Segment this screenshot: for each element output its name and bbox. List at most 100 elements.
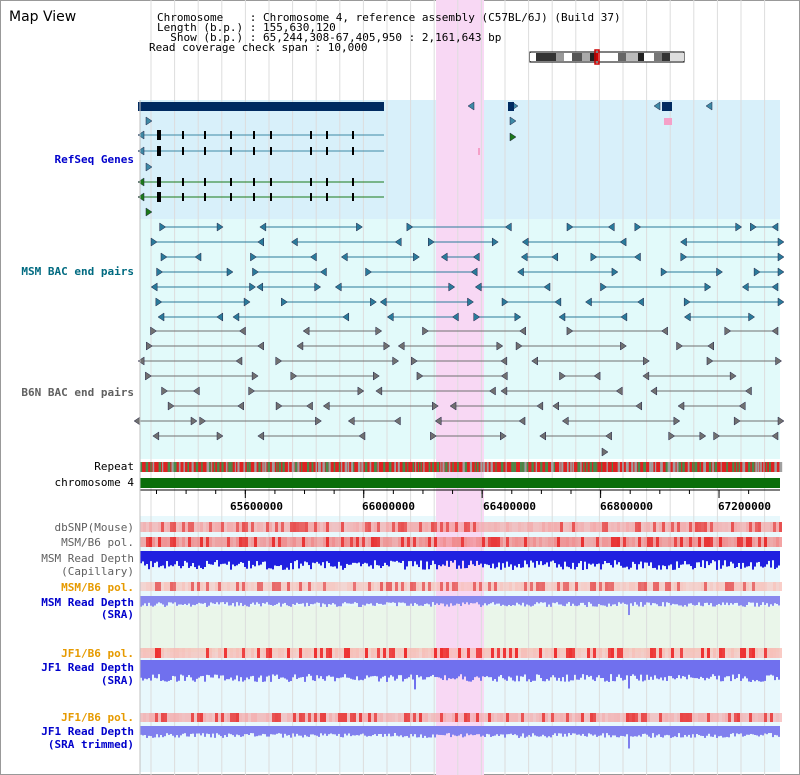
msm-sra-depth-bar (742, 596, 744, 607)
repeat-element (206, 462, 210, 472)
jf1-trimmed-depth-bar (612, 726, 614, 736)
msm-sra-depth-bar (256, 596, 258, 603)
jf1-b6-pol-heat-cell (272, 713, 275, 722)
jf1-trimmed-depth-bar (306, 726, 308, 737)
jf1-sra-depth-bar (664, 660, 666, 678)
track-label-b6n-bac[interactable]: B6N BAC end pairs (21, 386, 134, 399)
msm-bac-pair-end (281, 297, 288, 307)
msm-sra-depth-bar (370, 596, 372, 604)
jf1-sra-depth-bar (360, 660, 362, 680)
jf1-sra-depth-bar (154, 660, 156, 678)
jf1-sra-depth-bar (176, 660, 178, 682)
jf1-sra-depth-bar (490, 660, 492, 678)
jf1-sra-depth-bar (448, 660, 450, 679)
dbsnp-heat-cell (749, 522, 752, 532)
msm-b6-pol-heat-cell (737, 537, 740, 547)
jf1-trimmed-depth-bar (600, 726, 602, 736)
jf1-b6-pol-heat-cell (317, 648, 320, 658)
msm-b6-pol-heat-cell (335, 582, 338, 591)
msm-b6-pol-heat-cell (248, 537, 251, 547)
jf1-sra-depth-bar (450, 660, 452, 679)
jf1-b6-pol-heat-cell (377, 648, 380, 658)
jf1-b6-pol-heat-cell (545, 713, 548, 722)
jf1-b6-pol-heat-cell (341, 713, 344, 722)
msm-b6-pol-heat-cell (671, 537, 674, 547)
jf1-trimmed-depth-bar (478, 726, 480, 735)
msm-capillary-depth-bar (406, 551, 408, 567)
msm-b6-pol-heat-cell (440, 537, 443, 547)
jf1-trimmed-depth-bar (334, 726, 336, 735)
jf1-trimmed-depth-bar (184, 726, 186, 734)
msm-capillary-depth-bar (656, 551, 658, 570)
jf1-sra-depth-bar (698, 660, 700, 679)
jf1-sra-depth-bar (668, 660, 670, 676)
jf1-b6-pol-heat-cell (491, 713, 494, 722)
msm-sra-depth-bar (612, 596, 614, 605)
track-label-refseq[interactable]: RefSeq Genes (54, 153, 134, 166)
msm-b6-pol-heat-cell (536, 537, 539, 547)
jf1-b6-pol-heat-cell (524, 648, 527, 658)
jf1-sra-depth-bar (182, 660, 184, 676)
jf1-sra-depth-bar (454, 660, 456, 680)
jf1-sra-depth-bar (568, 660, 570, 682)
repeat-element (145, 462, 149, 472)
msm-b6-pol-heat-cell (257, 582, 260, 591)
jf1-b6-pol-heat-cell (236, 648, 239, 658)
msm-b6-pol-heat-cell (347, 537, 350, 547)
repeat-element (676, 462, 679, 472)
repeat-element (593, 462, 597, 472)
msm-sra-depth-bar (396, 596, 398, 607)
jf1-sra-depth-bar (492, 660, 494, 681)
dbsnp-heat-cell (779, 522, 782, 532)
msm-b6-pol-heat-cell (179, 582, 182, 591)
jf1-trimmed-depth-bar (688, 726, 690, 735)
msm-bac-pair-end (750, 222, 757, 232)
msm-bac-pair-end (470, 267, 478, 277)
msm-capillary-depth-bar (436, 551, 438, 570)
msm-capillary-depth-bar (716, 551, 718, 570)
msm-b6-pol-heat-cell (692, 537, 695, 547)
msm-sra-depth-bar (226, 596, 228, 603)
b6n-bac-pair-end (777, 416, 785, 426)
jf1-b6-pol-heat-cell (758, 648, 761, 658)
jf1-b6-pol-heat-cell (506, 713, 509, 722)
b6n-bac-pair-end (161, 386, 169, 396)
msm-capillary-depth-bar (330, 551, 332, 567)
msm-b6-pol-heat-cell (230, 582, 233, 591)
dbsnp-heat-cell (704, 522, 707, 532)
dbsnp-heat-cell (161, 522, 164, 532)
dbsnp-heat-cell (710, 522, 713, 532)
b6n-bac-pair-end (430, 431, 437, 441)
jf1-b6-pol-heat-cell (716, 713, 719, 722)
repeat-element (637, 462, 641, 472)
jf1-sra-depth-bar (774, 660, 776, 681)
track-label-msm-bac[interactable]: MSM BAC end pairs (21, 265, 134, 278)
msm-sra-depth-bar (364, 596, 366, 606)
jf1-trimmed-depth-bar (768, 726, 770, 734)
repeat-element (221, 462, 224, 472)
b6n-bac-pair-end (699, 431, 707, 441)
jf1-trimmed-depth-bar (224, 726, 226, 736)
jf1-b6-pol-heat-cell (494, 648, 497, 658)
msm-bac-pair-end (590, 252, 598, 262)
dbsnp-heat-cell (611, 522, 614, 532)
dbsnp-heat-cell (776, 522, 779, 532)
msm-sra-depth-bar (720, 596, 722, 606)
msm-sra-depth-bar (198, 596, 200, 603)
msm-capillary-depth-bar (680, 551, 682, 565)
repeat-element (742, 462, 746, 472)
jf1-b6-pol-heat-cell (302, 648, 305, 658)
repeat-element (462, 462, 465, 472)
jf1-trimmed-depth-bar (262, 726, 264, 734)
msm-b6-pol-heat-cell (200, 537, 203, 547)
jf1-b6-pol-heat-cell (575, 648, 578, 658)
repeat-element (173, 462, 177, 472)
jf1-sra-depth-bar (772, 660, 774, 676)
msm-b6-pol-heat-cell (278, 582, 281, 591)
jf1-b6-pol-heat-cell (329, 713, 332, 722)
msm-b6-pol-heat-cell (404, 537, 407, 547)
msm-sra-depth-bar (332, 596, 334, 604)
msm-b6-pol-heat-cell (587, 537, 590, 547)
jf1-sra-depth-bar (728, 660, 730, 677)
